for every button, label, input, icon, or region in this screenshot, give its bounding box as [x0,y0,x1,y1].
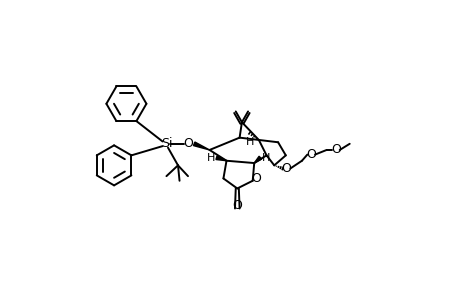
Text: O: O [183,137,192,150]
Text: H: H [261,153,269,163]
Text: H: H [207,153,215,163]
Text: Si: Si [160,137,172,150]
Text: O: O [281,162,291,175]
Text: O: O [330,143,340,157]
Text: H: H [245,137,253,147]
Text: O: O [232,199,242,212]
Text: O: O [306,148,315,161]
Polygon shape [193,142,209,150]
Polygon shape [254,156,261,163]
Polygon shape [215,156,226,161]
Text: O: O [251,172,261,185]
